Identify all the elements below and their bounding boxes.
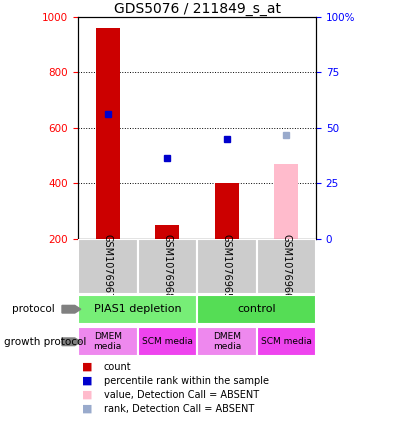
Text: count: count <box>104 362 132 372</box>
Text: rank, Detection Call = ABSENT: rank, Detection Call = ABSENT <box>104 404 254 414</box>
Bar <box>78 295 197 324</box>
Text: ■: ■ <box>82 376 92 386</box>
Text: DMEM
media: DMEM media <box>213 332 241 352</box>
Text: DMEM
media: DMEM media <box>94 332 122 352</box>
Text: growth protocol: growth protocol <box>4 337 86 347</box>
Bar <box>155 225 179 239</box>
Text: ■: ■ <box>82 362 92 372</box>
Text: protocol: protocol <box>12 304 55 314</box>
Bar <box>256 327 316 356</box>
Text: control: control <box>237 304 276 314</box>
Bar <box>197 239 256 294</box>
Text: GSM1076968: GSM1076968 <box>162 234 172 299</box>
Text: percentile rank within the sample: percentile rank within the sample <box>104 376 269 386</box>
Text: ■: ■ <box>82 404 92 414</box>
Text: value, Detection Call = ABSENT: value, Detection Call = ABSENT <box>104 390 259 400</box>
Bar <box>215 184 239 239</box>
Bar <box>96 28 120 239</box>
Bar <box>138 327 197 356</box>
Text: GSM1076966: GSM1076966 <box>281 234 291 299</box>
Bar <box>274 164 298 239</box>
Bar <box>78 327 138 356</box>
Bar <box>197 327 256 356</box>
Text: SCM media: SCM media <box>261 337 312 346</box>
Bar <box>197 295 316 324</box>
Text: ■: ■ <box>82 390 92 400</box>
Text: PIAS1 depletion: PIAS1 depletion <box>94 304 181 314</box>
Title: GDS5076 / 211849_s_at: GDS5076 / 211849_s_at <box>114 2 280 16</box>
Bar <box>256 239 316 294</box>
Text: GSM1076965: GSM1076965 <box>222 234 232 299</box>
Bar <box>78 239 138 294</box>
Text: GSM1076967: GSM1076967 <box>103 234 113 299</box>
Bar <box>138 239 197 294</box>
Text: SCM media: SCM media <box>142 337 193 346</box>
